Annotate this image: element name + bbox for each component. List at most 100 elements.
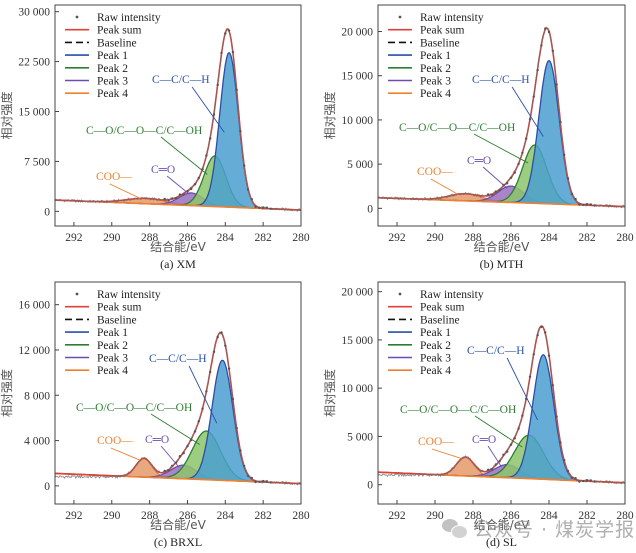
raw-intensity-point	[216, 83, 219, 87]
panel-b: 0 5 000 10 000 15 000 20 000 292 290 288 286 284 2…	[322, 4, 634, 271]
annotation-p3: C═O	[151, 164, 190, 195]
raw-intensity-point	[265, 206, 269, 209]
plot-area	[378, 325, 625, 485]
annotation-label: C—O/C—O—C/C—OH	[400, 404, 516, 416]
x-tick-label: 282	[255, 232, 273, 244]
raw-intensity-point	[235, 426, 238, 430]
y-axis-title: 相对强度	[0, 369, 14, 417]
legend-label: Peak sum	[97, 302, 141, 314]
annotation-leader-line	[110, 447, 141, 461]
raw-intensity-point	[521, 151, 524, 154]
raw-intensity-point	[178, 455, 182, 458]
y-tick-label: 16 000	[18, 300, 50, 312]
annotation-p1: C—C/C—H	[152, 74, 225, 133]
raw-intensity-point	[536, 68, 539, 72]
panel-a: 0 7 500 15 000 22 500 30 000 292 290 288 286 284 2…	[0, 4, 310, 271]
annotation-p3: C═O	[472, 434, 502, 468]
raw-intensity-trace	[378, 26, 625, 209]
y-tick-label: 5 000	[347, 159, 373, 171]
raw-intensity-point	[578, 480, 581, 483]
y-tick-label: 8 000	[24, 390, 50, 402]
annotation-p2: C—O/C—O—C/C—OH	[400, 404, 523, 448]
annotation-label: C═O	[145, 434, 169, 446]
annotation-label: C═O	[472, 434, 496, 446]
raw-intensity-trace	[55, 27, 301, 212]
raw-intensity-point	[243, 164, 246, 167]
raw-intensity-point	[494, 463, 497, 466]
legend-label: Peak 4	[97, 88, 128, 100]
raw-intensity-point	[551, 384, 554, 387]
raw-intensity-point	[220, 331, 223, 334]
legend-item-raw: Raw intensity	[398, 289, 484, 301]
raw-intensity-point	[547, 30, 551, 34]
raw-intensity-point	[167, 469, 170, 472]
annotation-label: C—C/C—H	[467, 345, 525, 357]
legend-label: Baseline	[420, 314, 460, 326]
raw-intensity-point	[190, 187, 193, 191]
raw-intensity-point	[563, 153, 566, 156]
raw-intensity-point	[212, 350, 216, 354]
peak-fill-1	[55, 52, 301, 211]
x-tick-label: 284	[540, 510, 558, 522]
y-tick-label: 5 000	[347, 431, 373, 443]
raw-intensity-point	[178, 193, 182, 196]
raw-intensity-point	[258, 480, 261, 483]
raw-intensity-point	[231, 397, 235, 401]
x-tick-label: 284	[217, 232, 235, 244]
raw-intensity-point	[258, 206, 261, 209]
x-tick-label: 288	[141, 510, 159, 522]
raw-intensity-point	[182, 193, 185, 196]
y-tick-label: 0	[367, 203, 373, 215]
x-tick-label: 280	[616, 510, 634, 522]
legend-item-sum: Peak sum	[388, 25, 464, 37]
raw-intensity-point	[174, 196, 178, 200]
legend-item-raw: Raw intensity	[75, 12, 161, 24]
raw-intensity-point	[532, 353, 535, 356]
x-tick-label: 280	[292, 510, 310, 522]
legend-item-p2: Peak 2	[388, 340, 451, 352]
legend-item-p4: Peak 4	[388, 365, 451, 377]
panel-c: 0 4 000 8 000 12 000 16 000 292 290 288 286 284 28…	[0, 281, 310, 549]
plot-frame	[377, 4, 626, 227]
legend-label: Peak sum	[420, 302, 464, 314]
annotation-leader-line	[160, 445, 180, 468]
raw-intensity-point	[212, 113, 216, 116]
raw-intensity-point	[197, 176, 200, 180]
raw-intensity-point	[246, 474, 250, 477]
raw-intensity-point	[254, 480, 257, 484]
raw-intensity-point	[205, 154, 208, 157]
y-tick-label: 22 500	[18, 57, 50, 69]
y-axis-title: 相对强度	[322, 369, 337, 417]
peak-fill-3	[378, 186, 625, 207]
annotation-p2: C—O/C—O—C/C—OH	[86, 125, 208, 175]
raw-intensity-point	[262, 479, 265, 483]
peak-fill-1	[378, 60, 625, 207]
watermark-text: 公众号 · 煤炭学报	[474, 518, 636, 541]
y-tick-label: 20 000	[341, 287, 373, 299]
y-tick-label: 15 000	[341, 335, 373, 347]
raw-intensity-point	[224, 32, 227, 35]
legend-label: Peak 1	[420, 50, 451, 62]
peak-fill-3	[55, 192, 301, 210]
raw-intensity-point	[201, 407, 204, 410]
legend-item-p2: Peak 2	[65, 63, 128, 75]
x-tick-label: 292	[388, 510, 406, 522]
raw-intensity-point	[235, 88, 238, 92]
legend-label: Peak 3	[97, 353, 128, 365]
x-tick-label: 286	[502, 232, 520, 244]
annotation-leader-line	[430, 178, 459, 195]
y-tick-label: 10 000	[341, 383, 373, 395]
raw-intensity-point	[231, 50, 235, 54]
raw-intensity-point	[205, 390, 208, 393]
raw-intensity-point	[250, 476, 253, 480]
annotation-leader-line	[191, 86, 225, 133]
raw-intensity-point	[163, 469, 166, 473]
panel-caption: (a) XM	[160, 257, 196, 271]
legend-item-p4: Peak 4	[388, 88, 451, 100]
x-tick-label: 280	[292, 232, 310, 244]
raw-intensity-points	[163, 29, 272, 210]
peak-line-1	[378, 353, 625, 484]
legend-label: Peak 3	[420, 353, 451, 365]
